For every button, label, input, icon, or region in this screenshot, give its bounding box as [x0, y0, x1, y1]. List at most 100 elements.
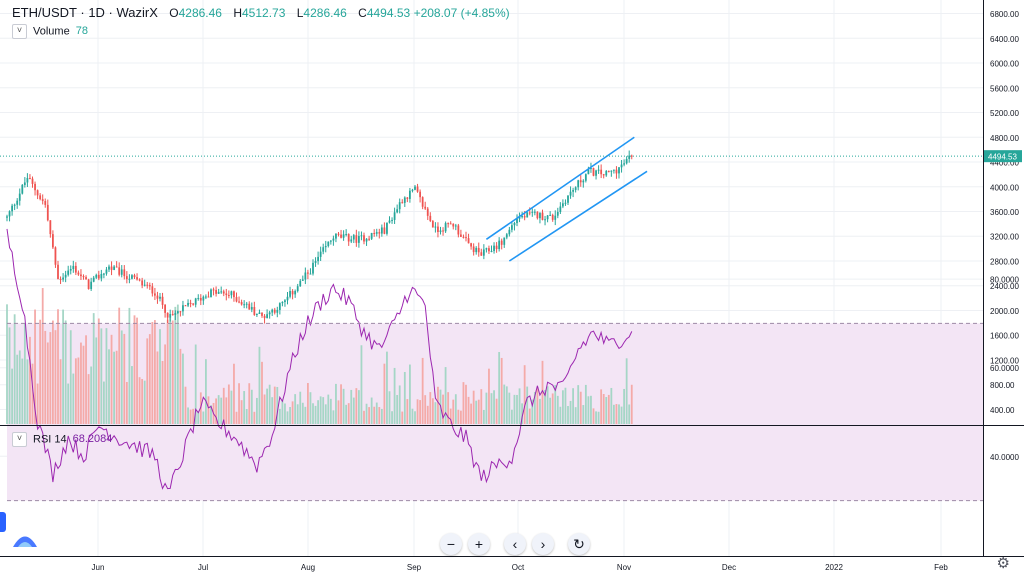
volume-bar — [600, 389, 603, 424]
scroll-left-button[interactable]: ‹ — [504, 533, 526, 555]
volume-bar — [128, 307, 131, 424]
volume-bar — [628, 404, 631, 424]
chevron-down-icon[interactable]: ˅ — [12, 24, 27, 39]
volume-bar — [154, 320, 156, 424]
candle-body — [358, 236, 360, 243]
candle-body — [406, 197, 409, 199]
volume-bar — [335, 383, 337, 424]
volume-bar — [67, 383, 70, 424]
candle-body — [268, 312, 271, 315]
zoom-out-button[interactable]: − — [440, 533, 462, 555]
chevron-down-icon[interactable]: ˅ — [12, 432, 27, 447]
volume-bar — [393, 367, 396, 424]
volume-bar — [105, 328, 108, 424]
time-tick-label: Feb — [934, 563, 948, 572]
volume-bar — [125, 381, 128, 424]
candle-body — [54, 247, 57, 265]
tradingview-logo[interactable] — [12, 532, 38, 550]
candle-body — [289, 291, 291, 297]
candle-body — [174, 313, 177, 315]
candle-body — [495, 245, 498, 250]
candle-body — [166, 312, 169, 318]
time-axis-labels[interactable]: Jun Jul Aug Sep Oct Nov Dec 2022 Feb — [92, 563, 949, 572]
volume-bar — [352, 397, 355, 424]
candle-body — [421, 197, 424, 207]
volume-bar — [312, 403, 314, 424]
volume-bar — [227, 384, 230, 424]
reset-button[interactable]: ↻ — [568, 533, 590, 555]
settings-button[interactable]: ⚙ — [997, 554, 1010, 572]
candle-body — [296, 286, 299, 292]
last-price-tag — [984, 150, 1022, 163]
volume-bar — [431, 398, 434, 424]
candle-body — [411, 189, 414, 191]
candle-body — [630, 155, 633, 157]
candle-body — [579, 180, 582, 183]
candle-body — [470, 243, 472, 247]
volume-bar — [363, 410, 365, 424]
candle-body — [39, 195, 42, 200]
volume-bar — [90, 366, 93, 424]
candle-body — [625, 158, 628, 164]
volume-bar — [16, 354, 19, 424]
candle-body — [567, 195, 569, 203]
volume-bar — [528, 408, 531, 424]
volume-bar — [511, 409, 513, 424]
volume-bar — [151, 321, 154, 424]
rsi-value: 68.2084 — [72, 433, 113, 446]
candle-body — [528, 212, 531, 214]
candle-body — [312, 262, 314, 274]
candle-body — [337, 233, 340, 235]
candle-body — [564, 202, 567, 204]
volume-bar — [187, 407, 189, 424]
volume-bar — [495, 398, 498, 424]
volume-bar — [378, 407, 381, 424]
last-price-label: 4494.53 — [988, 153, 1017, 162]
candle-body — [485, 248, 488, 250]
symbol-title[interactable]: ETH/USDT · 1D · WazirX — [12, 5, 158, 20]
candle-body — [391, 219, 393, 221]
scroll-right-button[interactable]: › — [532, 533, 554, 555]
volume-bar — [477, 399, 480, 424]
candle-body — [352, 235, 355, 240]
price-tick-label: 2000.00 — [990, 307, 1019, 316]
volume-bar — [273, 386, 276, 424]
volume-bar — [383, 363, 386, 424]
volume-bar — [462, 382, 465, 424]
candle-body — [370, 232, 373, 239]
rsi-axis-labels[interactable]: 40.0000 60.0000 80.0000 — [990, 276, 1019, 462]
candle-body — [202, 296, 205, 301]
candle-body — [314, 261, 317, 263]
volume-bar — [409, 364, 411, 424]
volume-bar — [605, 397, 608, 424]
volume-bar — [131, 366, 133, 424]
volume-bar — [80, 342, 82, 424]
price-axis-labels[interactable]: 400.00 800.00 1200.00 1600.00 2000.00 2400.00… — [990, 10, 1019, 415]
zoom-in-button[interactable]: + — [468, 533, 490, 555]
volume-bar — [444, 367, 447, 424]
side-panel-handle[interactable] — [0, 512, 6, 532]
rsi-tick-label: 60.0000 — [990, 364, 1019, 373]
candle-body — [442, 230, 444, 232]
volume-bar — [317, 400, 319, 424]
volume-bar — [118, 307, 121, 424]
time-tick-label: Nov — [617, 563, 631, 572]
candle-body — [52, 234, 54, 248]
volume-bar — [143, 380, 146, 424]
candle-body — [551, 214, 554, 220]
volume-legend[interactable]: ˅ Volume 78 — [12, 24, 88, 39]
candle-body — [511, 225, 513, 230]
volume-bar — [166, 319, 169, 424]
volume-bar — [268, 384, 271, 424]
candle-body — [602, 174, 605, 176]
volume-bar — [536, 386, 539, 424]
candle-body — [355, 235, 358, 243]
candle-body — [248, 303, 251, 310]
candle-body — [161, 296, 164, 305]
candle-body — [335, 233, 337, 239]
symbol-legend[interactable]: ETH/USDT · 1D · WazirX O4286.46 H4512.73… — [12, 5, 510, 20]
rsi-legend[interactable]: ˅ RSI 14 68.2084 — [12, 432, 112, 447]
volume-bar — [248, 383, 251, 424]
candle-body — [508, 229, 511, 235]
